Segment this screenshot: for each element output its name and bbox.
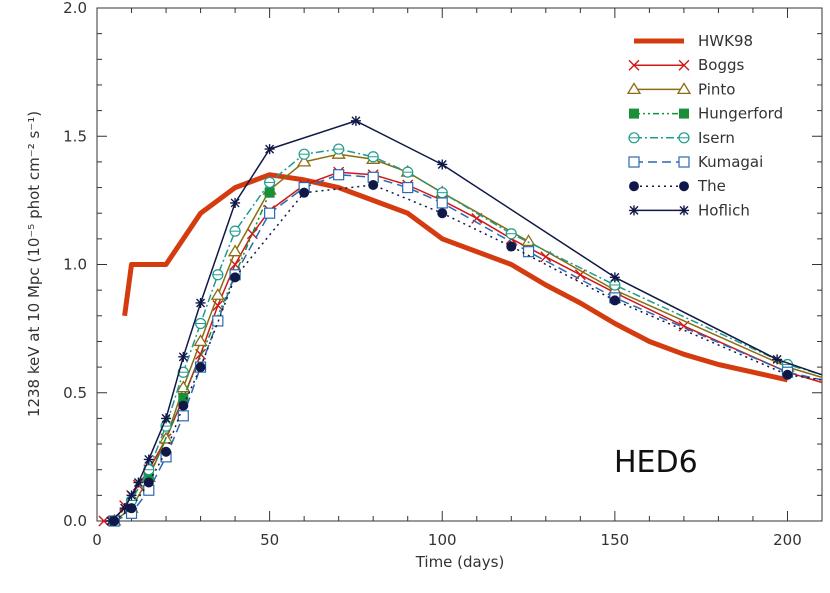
point-kumagai — [177, 410, 189, 422]
point-hoflich — [230, 197, 241, 208]
point-hungerford — [264, 187, 275, 198]
x-tick-label: 50 — [260, 531, 279, 549]
point-hoflich — [772, 354, 783, 365]
point-the — [143, 477, 154, 488]
point-kumagai — [402, 181, 414, 194]
point-hungerford — [178, 392, 189, 403]
point-hoflich — [143, 454, 154, 465]
point-hoflich — [105, 516, 116, 526]
series-hwk98 — [122, 172, 789, 383]
x-tick-label: 200 — [773, 531, 802, 549]
y-tick-label: 1.5 — [63, 127, 87, 145]
point-kumagai — [522, 246, 535, 258]
y-tick-label: 2.0 — [63, 0, 87, 17]
point-the — [782, 369, 793, 380]
point-hoflich — [195, 297, 206, 308]
legend-label-the: The — [697, 177, 726, 195]
legend-label-boggs: Boggs — [698, 56, 745, 74]
point-hoflich — [178, 351, 189, 362]
legend: HWK98 Boggs Pinto Hungerford Isern Kumagai The… — [626, 32, 783, 219]
series-line-hwk98 — [122, 172, 789, 383]
y-tick-label: 0.0 — [63, 512, 87, 530]
legend-entry-hungerford: Hungerford — [629, 105, 783, 123]
point-kumagai — [333, 169, 345, 181]
legend-marker-hungerford — [629, 108, 639, 119]
series-kumagai — [108, 169, 823, 527]
legend-label-hoflich: Hoflich — [698, 201, 750, 219]
legend-marker-hungerford — [679, 108, 689, 119]
series-the — [109, 179, 823, 526]
point-the — [161, 446, 172, 457]
legend-entry-hoflich: Hoflich — [629, 201, 750, 219]
legend-marker-kumagai — [678, 156, 690, 168]
series-line-isern — [113, 148, 823, 522]
point-pinto — [521, 234, 536, 247]
point-hoflich — [264, 144, 275, 155]
series-hungerford — [143, 187, 275, 483]
legend-label-isern: Isern — [698, 129, 735, 147]
legend-entry-kumagai: Kumagai — [628, 153, 763, 171]
point-hoflich — [126, 490, 137, 501]
legend-marker-pinto — [626, 82, 642, 95]
legend-entry-hwk98: HWK98 — [634, 32, 753, 50]
series-line-kumagai — [113, 173, 823, 522]
point-the — [195, 362, 206, 373]
legend-marker-boggs — [678, 59, 690, 71]
point-the — [437, 208, 448, 219]
point-pinto — [296, 154, 312, 167]
point-the — [126, 503, 137, 514]
point-hoflich — [350, 115, 361, 126]
y-axis-label: 1238 keV at 10 Mpc (10⁻⁵ phot cm⁻² s⁻¹) — [25, 111, 43, 417]
point-hoflich — [437, 159, 448, 170]
point-the — [506, 241, 517, 252]
point-hungerford — [143, 472, 154, 483]
point-hoflich — [609, 272, 620, 283]
legend-marker-kumagai — [628, 156, 640, 168]
point-hoflich — [119, 503, 130, 514]
point-hoflich — [133, 477, 144, 488]
legend-label-hwk98: HWK98 — [698, 32, 753, 50]
point-hoflich — [161, 413, 172, 424]
x-tick-label: 100 — [428, 531, 457, 549]
axes: 0 50 100 150 200 0.0 0.5 1.0 1.5 2.0 — [63, 0, 823, 549]
legend-marker-the — [679, 181, 689, 192]
point-the — [609, 295, 620, 306]
y-tick-label: 0.5 — [63, 384, 87, 402]
hed6-annotation: HED6 — [614, 445, 698, 480]
series-line-the — [113, 184, 823, 522]
point-the — [299, 187, 310, 198]
legend-marker-hoflich — [629, 205, 639, 216]
x-tick-label: 150 — [601, 531, 630, 549]
point-pinto — [193, 334, 208, 347]
legend-entry-boggs: Boggs — [628, 56, 745, 74]
point-the — [230, 272, 241, 283]
legend-marker-hoflich — [679, 205, 689, 216]
series-line-boggs — [103, 171, 823, 522]
legend-marker-boggs — [628, 59, 640, 71]
point-the — [368, 179, 379, 190]
point-pinto — [210, 288, 225, 300]
point-the — [178, 400, 189, 411]
legend-entry-isern: Isern — [628, 129, 735, 147]
y-tick-label: 1.0 — [63, 256, 87, 274]
legend-label-hungerford: Hungerford — [698, 105, 783, 123]
x-axis-label: Time (days) — [415, 553, 505, 571]
x-tick-label: 0 — [92, 531, 102, 549]
legend-marker-pinto — [676, 82, 692, 95]
legend-entry-pinto: Pinto — [626, 80, 735, 98]
series-isern — [108, 143, 823, 527]
series-hoflich — [105, 115, 823, 526]
point-kumagai — [436, 197, 448, 209]
series-layer — [98, 115, 823, 527]
legend-entry-the: The — [629, 177, 726, 195]
point-pinto — [227, 244, 243, 257]
legend-label-kumagai: Kumagai — [698, 153, 763, 171]
legend-label-pinto: Pinto — [698, 80, 735, 98]
legend-marker-the — [629, 181, 639, 192]
point-kumagai — [264, 207, 276, 219]
series-boggs — [98, 166, 823, 527]
